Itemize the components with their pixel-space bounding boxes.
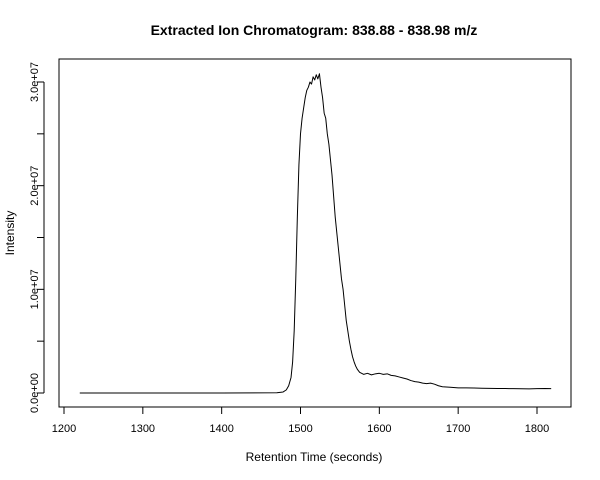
- x-tick-label: 1300: [131, 423, 155, 435]
- y-tick-label: 0.0e+00: [29, 373, 41, 413]
- x-tick-label: 1600: [367, 423, 391, 435]
- x-tick-label: 1700: [446, 423, 470, 435]
- y-tick-label: 1.0e+07: [29, 269, 41, 309]
- x-tick-label: 1800: [525, 423, 549, 435]
- x-tick-label: 1200: [52, 423, 76, 435]
- y-tick-label: 2.0e+07: [29, 166, 41, 206]
- x-tick-label: 1400: [209, 423, 233, 435]
- x-tick-label: 1500: [288, 423, 312, 435]
- plot-frame: [58, 58, 572, 408]
- x-axis-label: Retention Time (seconds): [246, 450, 383, 464]
- y-tick-label: 3.0e+07: [29, 62, 41, 102]
- y-axis-label: Intensity: [3, 211, 17, 256]
- chart-title: Extracted Ion Chromatogram: 838.88 - 838…: [151, 22, 478, 38]
- intensity-series-line: [79, 73, 552, 394]
- x-axis: 1200 1300 1400 1500 1600 1700 1800: [52, 406, 549, 435]
- y-axis: 0.0e+00 1.0e+07 2.0e+07 3.0e+07: [29, 62, 45, 413]
